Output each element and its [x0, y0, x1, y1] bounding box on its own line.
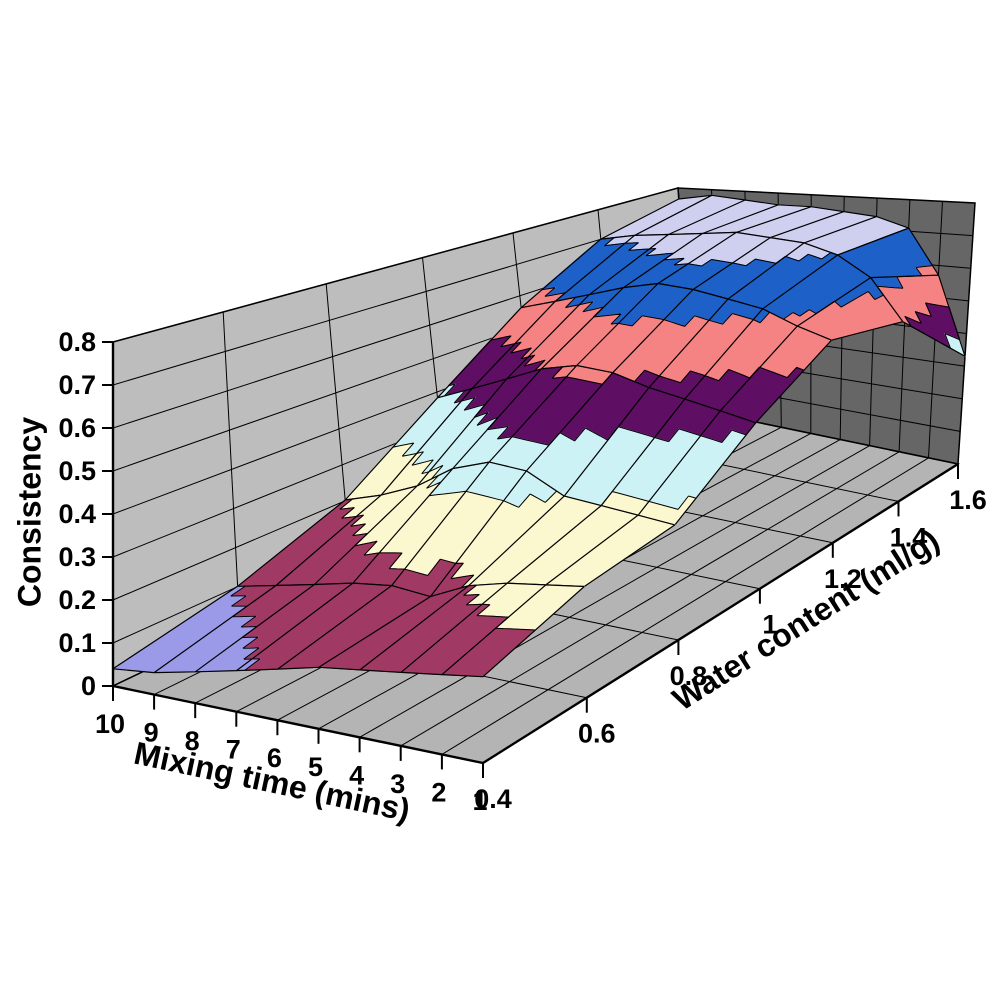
- surface-strip: [437, 282, 832, 424]
- z-tick-label: 0.7: [58, 370, 96, 400]
- x-tick-label: 10: [95, 709, 125, 739]
- y-tick-label: 0.4: [474, 784, 512, 814]
- x-tick-label: 1: [472, 786, 487, 816]
- y-tick-label: 1: [762, 610, 777, 640]
- x-tick-label: 2: [431, 777, 446, 807]
- x-tick-label: 9: [144, 718, 159, 748]
- z-tick-label: 0.4: [58, 499, 96, 529]
- axes: 00.10.20.30.40.50.60.70.810 9 8 7 6 5 4 3 2 10.40…: [58, 327, 986, 816]
- surface-strip: [520, 231, 904, 341]
- x-tick-label: 3: [390, 769, 405, 799]
- surface-mesh: [112, 194, 966, 678]
- x-tick-label: 7: [226, 735, 241, 765]
- x-tick-label: 4: [349, 760, 364, 790]
- z-axis-title: Consistency: [11, 416, 48, 608]
- y-tick-label: 0.6: [578, 719, 616, 749]
- surface-strip: [344, 364, 757, 526]
- z-tick-label: 0: [81, 671, 96, 701]
- surface-strip: [237, 461, 676, 598]
- x-tick-label: 5: [308, 752, 323, 782]
- z-tick-label: 0.2: [58, 585, 96, 615]
- surface-strip: [112, 582, 585, 678]
- y-tick-label: 1.4: [890, 522, 928, 552]
- x-axis: 10 9 8 7 6 5 4 3 2 1: [95, 684, 488, 816]
- z-tick-label: 0.5: [58, 456, 96, 486]
- z-axis: 0 0.1 0.2 0.3 0.4 0.5 0.6 0.7 0.8: [58, 327, 115, 701]
- z-tick-label: 0.8: [58, 327, 96, 357]
- x-tick-label: 6: [267, 743, 282, 773]
- y-tick-label: 1.2: [824, 564, 862, 594]
- y-tick-label: 0.8: [670, 661, 708, 691]
- x-tick-label: 8: [185, 726, 200, 756]
- y-axis: 0.4 0.6 0.8 1 1.2 1.4 1.6: [474, 462, 987, 814]
- z-tick-label: 0.3: [58, 542, 96, 572]
- z-tick-label: 0.1: [58, 628, 96, 658]
- surface-strip: [600, 194, 966, 357]
- z-tick-label: 0.6: [58, 413, 96, 443]
- y-tick-label: 1.6: [949, 485, 987, 515]
